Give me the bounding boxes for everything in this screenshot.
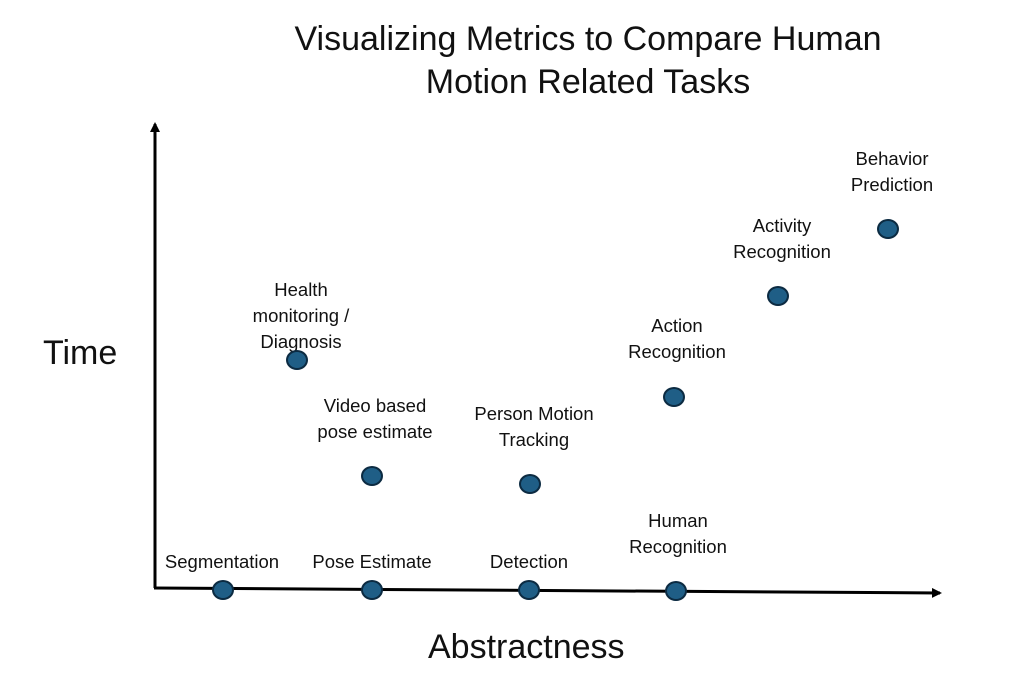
- point-marker-video-pose: [361, 466, 383, 486]
- point-marker-activity-recognition: [767, 286, 789, 306]
- point-label-line: Pose Estimate: [312, 551, 432, 572]
- point-label-person-tracking: Person Motion Tracking: [474, 401, 593, 453]
- diagram-title: Visualizing Metrics to Compare Human Mot…: [260, 18, 916, 104]
- point-marker-pose-estimate: [361, 580, 383, 600]
- point-label-line: Detection: [489, 551, 569, 572]
- point-label-line: Recognition: [628, 341, 726, 362]
- point-label-line: Tracking: [498, 429, 570, 450]
- point-label-health-monitoring: Health monitoring / Diagnosis: [253, 277, 350, 355]
- point-label-line: Health: [274, 279, 328, 300]
- point-label-line: Diagnosis: [260, 331, 342, 352]
- x-axis-label: Abstractness: [428, 628, 625, 666]
- point-marker-person-tracking: [519, 474, 541, 494]
- point-label-pose-estimate: Pose Estimate: [312, 549, 431, 575]
- point-label-activity-recognition: Activity Recognition: [733, 213, 831, 265]
- point-label-detection: Detection: [490, 549, 568, 575]
- point-label-line: Segmentation: [164, 551, 280, 572]
- point-label-line: Person Motion: [474, 403, 594, 424]
- point-label-action-recognition: Action Recognition: [628, 313, 726, 365]
- point-marker-behavior-prediction: [877, 219, 899, 239]
- title-line-2: Motion Related Tasks: [425, 63, 751, 101]
- y-axis-label: Time: [43, 334, 118, 372]
- point-label-human-recognition: Human Recognition: [629, 508, 727, 560]
- point-label-line: Recognition: [733, 241, 831, 262]
- point-label-line: Video based: [323, 395, 427, 416]
- point-label-behavior-prediction: Behavior Prediction: [851, 146, 933, 198]
- point-label-video-pose: Video based pose estimate: [317, 393, 432, 445]
- point-label-line: Behavior: [855, 148, 929, 169]
- point-marker-segmentation: [212, 580, 234, 600]
- point-label-line: monitoring /: [252, 305, 350, 326]
- point-label-segmentation: Segmentation: [165, 549, 279, 575]
- title-line-1: Visualizing Metrics to Compare Human: [294, 20, 882, 58]
- point-label-line: pose estimate: [317, 421, 433, 442]
- point-label-line: Prediction: [850, 174, 934, 195]
- x-axis-line: [153, 586, 942, 598]
- point-label-line: Recognition: [629, 536, 727, 557]
- point-label-line: Human: [648, 510, 708, 531]
- point-label-line: Action: [651, 315, 703, 336]
- point-marker-human-recognition: [665, 581, 687, 601]
- point-marker-detection: [518, 580, 540, 600]
- point-marker-action-recognition: [663, 387, 685, 407]
- point-label-line: Activity: [752, 215, 812, 236]
- point-marker-health-monitoring: [286, 350, 308, 370]
